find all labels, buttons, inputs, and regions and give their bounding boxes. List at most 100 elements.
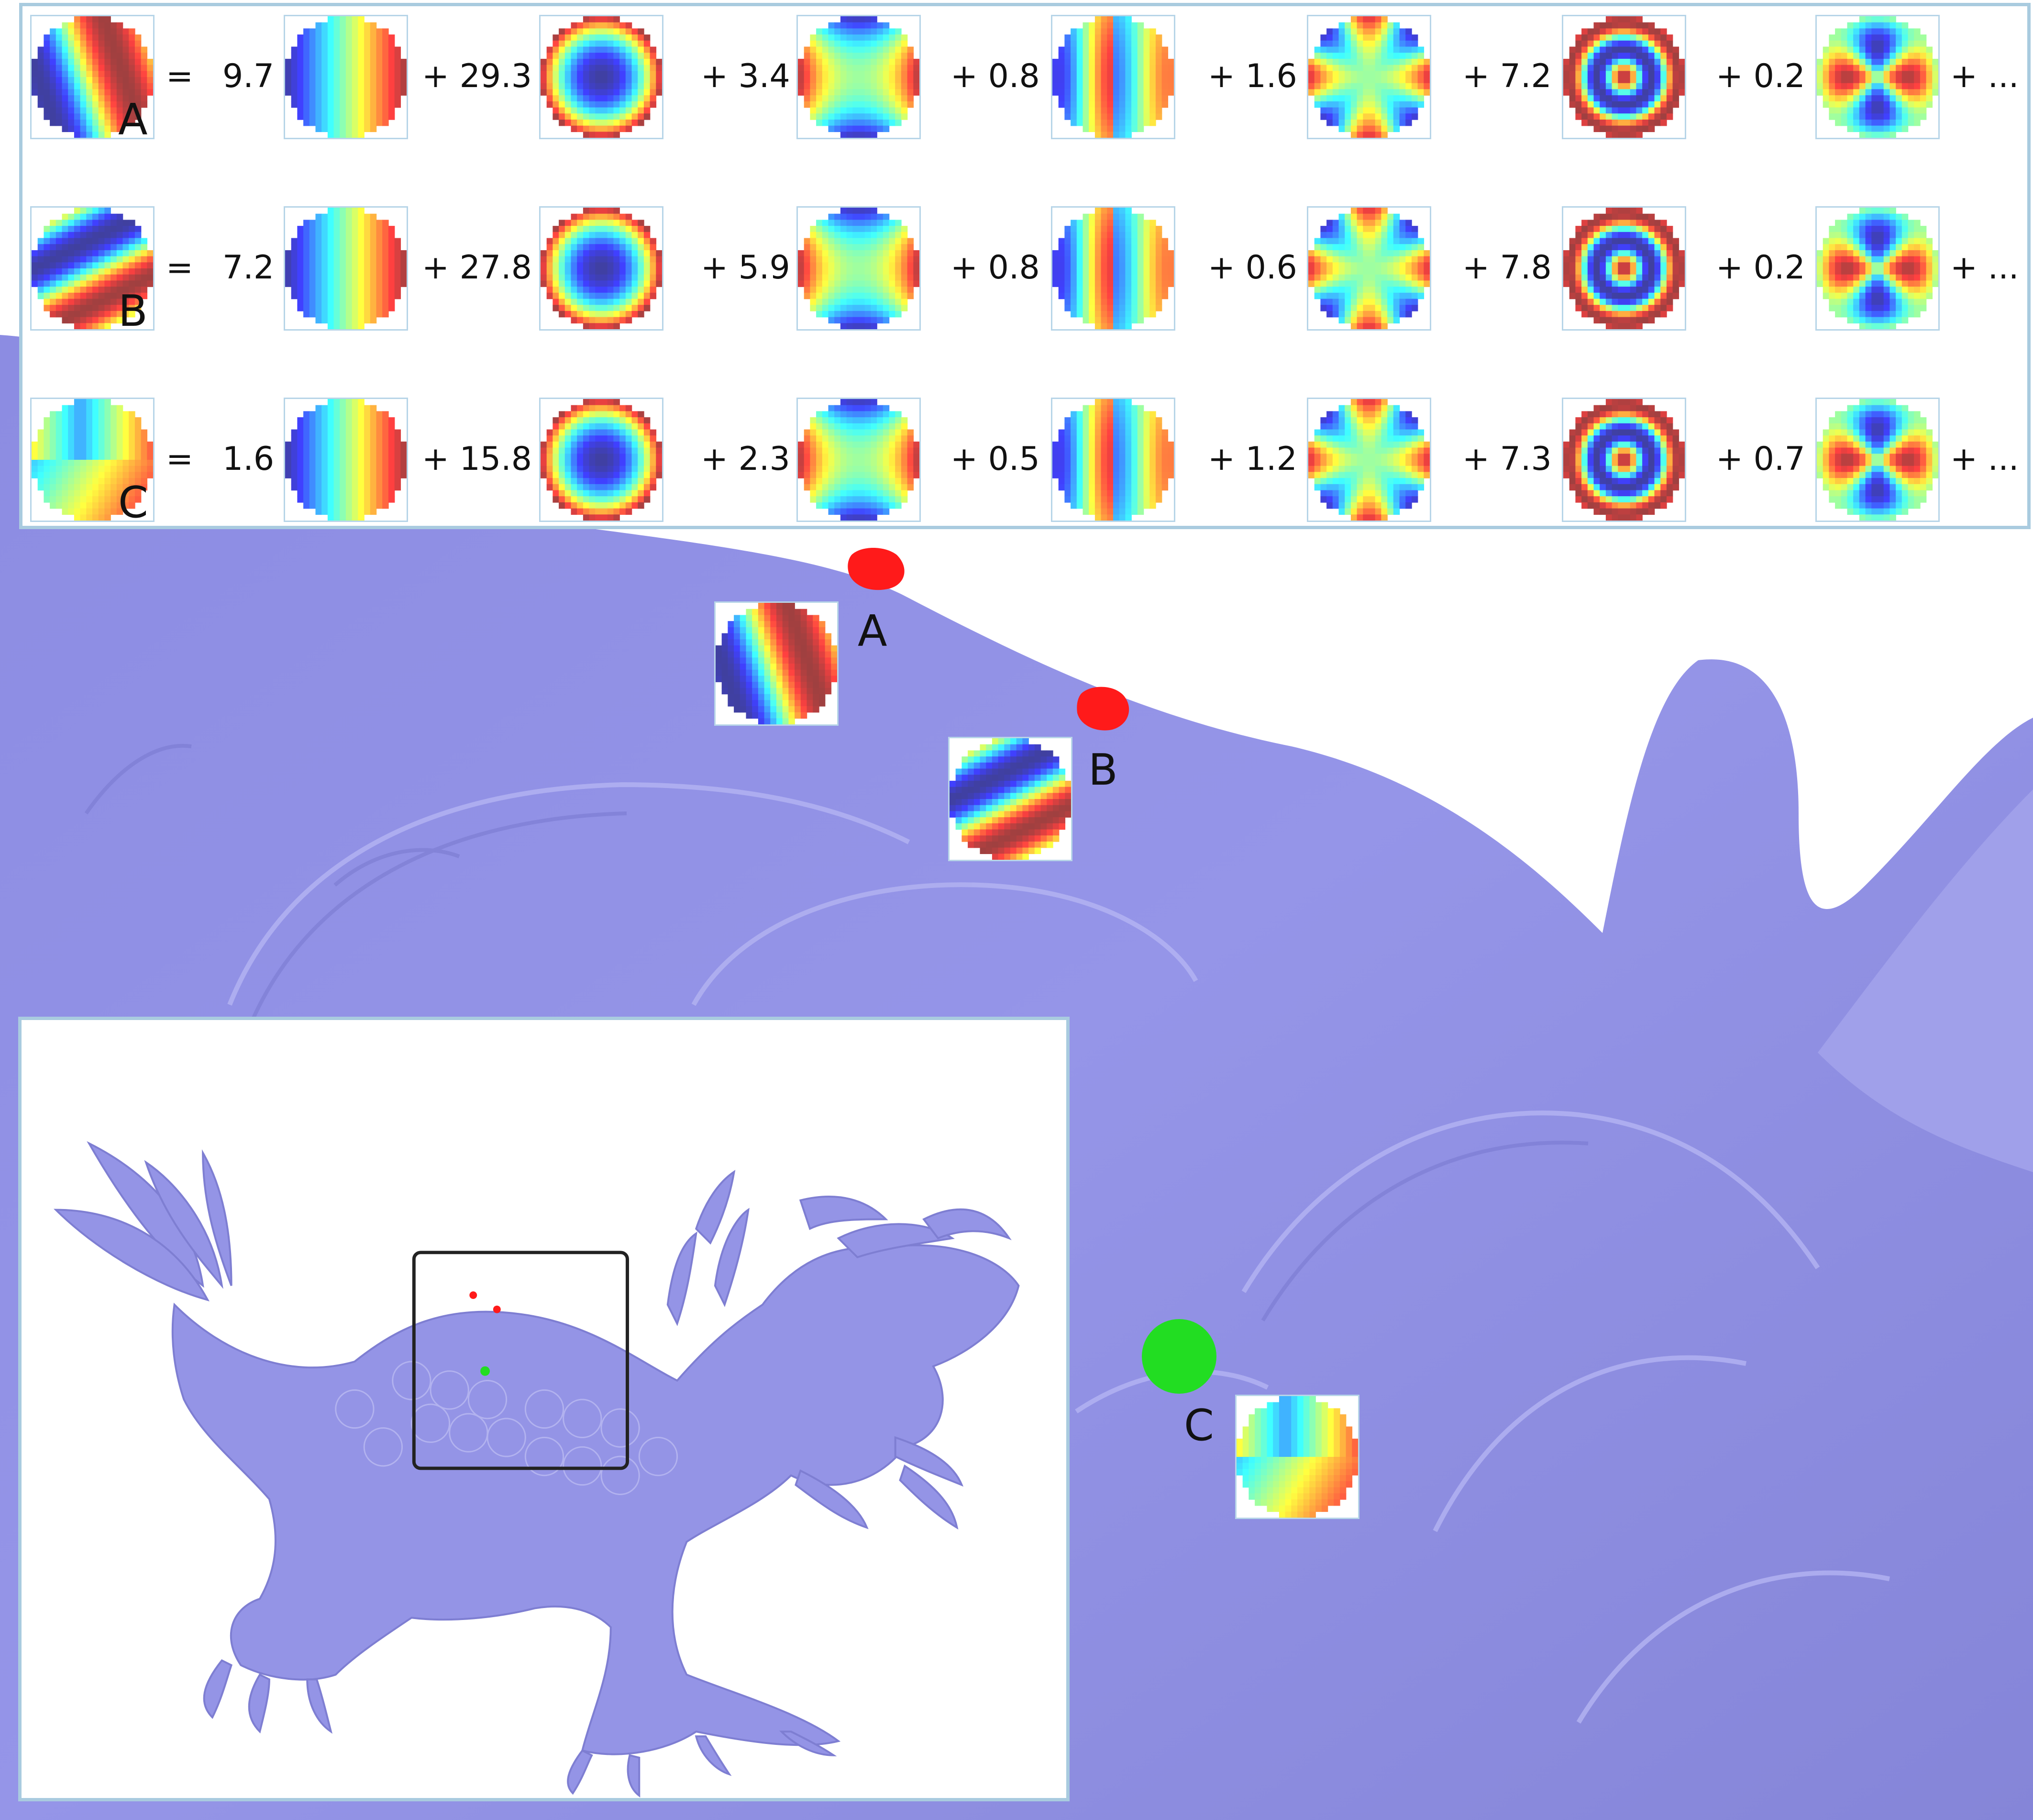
heatmap-cell xyxy=(788,633,795,640)
heatmap-cell xyxy=(285,256,292,263)
heatmap-cell xyxy=(68,77,75,84)
heatmap-cell xyxy=(950,811,956,818)
heatmap-cell xyxy=(104,244,111,251)
heatmap-cell xyxy=(1593,83,1600,90)
heatmap-cell xyxy=(315,226,322,233)
heatmap-cell xyxy=(1350,28,1358,35)
heatmap-cell xyxy=(795,609,801,616)
heatmap-cell xyxy=(141,89,148,96)
heatmap-cell xyxy=(871,220,877,226)
heatmap-cell xyxy=(638,305,644,311)
heatmap-cell xyxy=(992,841,999,848)
heatmap-cell xyxy=(1399,71,1406,78)
heatmap-cell xyxy=(104,119,111,126)
heatmap-cell xyxy=(80,58,87,66)
heatmap-cell xyxy=(1308,83,1315,90)
heatmap-cell xyxy=(1237,1457,1243,1464)
heatmap-cell xyxy=(1119,125,1126,133)
heatmap-cell xyxy=(834,220,841,226)
coefficient-value: 0.8 xyxy=(988,249,1040,287)
heatmap-cell xyxy=(1387,40,1394,47)
heatmap-cell xyxy=(1896,34,1902,41)
heatmap-cell xyxy=(74,119,81,126)
heatmap-cell xyxy=(129,53,135,59)
heatmap-cell xyxy=(55,77,63,84)
heatmap-cell xyxy=(1022,768,1029,775)
heatmap-cell xyxy=(1260,1420,1268,1427)
heatmap-cell xyxy=(388,53,395,59)
heatmap-cell xyxy=(62,250,68,257)
heatmap-cell xyxy=(589,107,596,114)
heatmap-cell xyxy=(315,305,322,311)
heatmap-cell xyxy=(595,16,602,23)
heatmap-cell xyxy=(1326,77,1333,84)
heatmap-cell xyxy=(1320,83,1327,90)
heatmap-cell xyxy=(1034,750,1041,757)
heatmap-cell xyxy=(1326,119,1333,126)
heatmap-cell xyxy=(129,40,135,47)
heatmap-cell xyxy=(1094,226,1102,233)
basis-heatmap-horizontal-gradient xyxy=(285,16,407,138)
heatmap-cell xyxy=(1255,1493,1261,1500)
heatmap-cell xyxy=(1101,53,1108,59)
heatmap-cell xyxy=(134,280,142,287)
heatmap-cell xyxy=(134,299,142,305)
heatmap-cell xyxy=(74,101,81,108)
heatmap-cell xyxy=(1345,46,1351,53)
heatmap-cell xyxy=(116,119,123,126)
heatmap-cell xyxy=(728,651,734,658)
heatmap-cell xyxy=(1883,16,1890,23)
heatmap-cell xyxy=(1291,1481,1298,1488)
heatmap-cell xyxy=(734,627,740,634)
marker-b xyxy=(1077,687,1129,731)
heatmap-cell xyxy=(80,132,87,138)
heatmap-cell xyxy=(92,208,99,214)
heatmap-cell xyxy=(62,101,68,108)
heatmap-cell xyxy=(1375,65,1382,72)
heatmap-cell xyxy=(1889,77,1896,84)
heatmap-cell xyxy=(1630,95,1637,102)
heatmap-cell xyxy=(327,323,334,329)
heatmap-cell xyxy=(1076,232,1083,239)
heatmap-cell xyxy=(309,34,316,41)
heatmap-cell xyxy=(74,274,81,281)
heatmap-cell xyxy=(852,53,859,59)
heatmap-cell xyxy=(1338,34,1345,41)
heatmap-cell xyxy=(1375,77,1382,84)
heatmap-cell xyxy=(55,305,63,311)
heatmap-cell xyxy=(1624,53,1631,59)
heatmap-cell xyxy=(346,274,353,281)
heatmap-cell xyxy=(1028,780,1035,788)
heatmap-cell xyxy=(1636,34,1643,41)
heatmap-cell xyxy=(1357,53,1364,59)
heatmap-cell xyxy=(721,664,729,670)
heatmap-cell xyxy=(816,256,823,263)
heatmap-cell xyxy=(1273,1444,1280,1452)
heatmap-cell xyxy=(37,77,44,84)
heatmap-cell xyxy=(364,119,371,126)
heatmap-cell xyxy=(607,226,614,233)
heatmap-cell xyxy=(1345,40,1351,47)
heatmap-cell xyxy=(122,287,129,293)
heatmap-cell xyxy=(1071,268,1077,275)
heatmap-cell xyxy=(955,823,962,830)
heatmap-cell xyxy=(1563,65,1570,72)
heatmap-cell xyxy=(864,83,872,90)
heatmap-cell xyxy=(1569,53,1576,59)
heatmap-cell xyxy=(1040,787,1047,794)
heatmap-cell xyxy=(734,700,740,707)
heatmap-cell xyxy=(303,107,310,114)
heatmap-cell xyxy=(1889,22,1896,29)
heatmap-cell xyxy=(831,676,837,682)
heatmap-cell xyxy=(55,274,63,281)
heatmap-cell xyxy=(955,817,962,824)
heatmap-cell xyxy=(1314,89,1321,96)
heatmap-cell xyxy=(364,226,371,233)
heatmap-cell xyxy=(1125,58,1132,66)
heatmap-cell xyxy=(883,262,890,269)
heatmap-cell xyxy=(1089,89,1095,96)
heatmap-cell xyxy=(62,71,68,78)
heatmap-cell xyxy=(1076,287,1083,293)
heatmap-cell xyxy=(782,664,789,670)
heatmap-cell xyxy=(571,95,577,102)
